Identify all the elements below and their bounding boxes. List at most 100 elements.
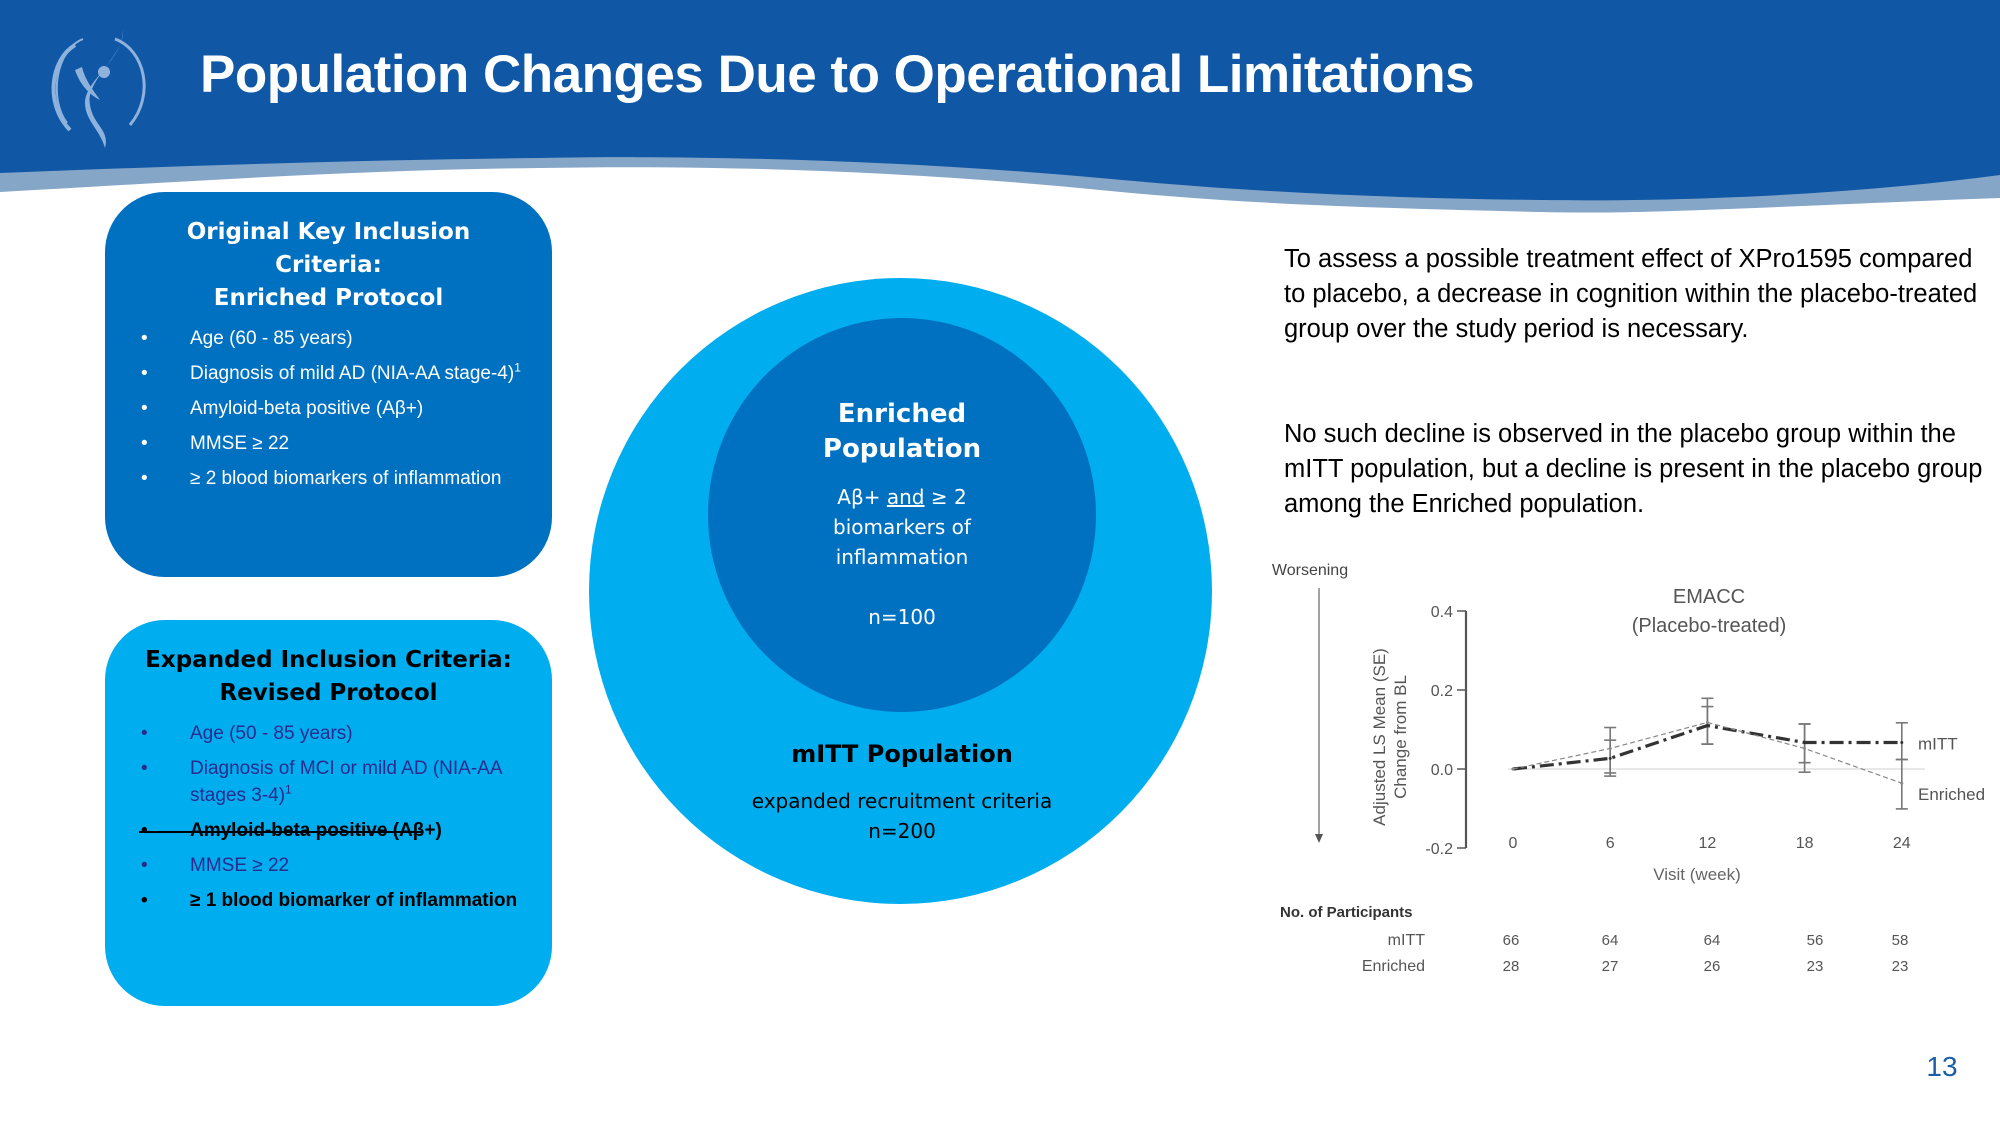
participants-count: 23	[1807, 958, 1824, 975]
enriched-criteria-line3: inflammation	[835, 545, 969, 569]
explanation-paragraph-2: No such decline is observed in the place…	[1284, 420, 1983, 518]
data-point-mitt	[1608, 756, 1612, 760]
expanded-criteria-title-line1: Expanded Inclusion Criteria:	[145, 647, 512, 673]
enriched-population-circle	[708, 318, 1096, 712]
participants-count: 66	[1503, 932, 1520, 949]
data-point-enriched	[1803, 746, 1807, 750]
x-tick-label: 24	[1893, 835, 1911, 852]
original-criteria-title-line2: Enriched Protocol	[213, 285, 444, 311]
participants-count: 56	[1807, 932, 1824, 949]
enriched-population-n: n=100	[868, 605, 936, 629]
data-point-enriched	[1511, 767, 1515, 771]
original-criteria-title: Original Key Inclusion Criteria: Enriche…	[133, 216, 524, 315]
participants-row-label: Enriched	[1362, 958, 1425, 975]
page-number: 13	[1926, 1051, 1958, 1082]
bullet-icon: •	[141, 723, 148, 744]
legend-label-mitt: mITT	[1918, 735, 1958, 754]
participants-count: 27	[1602, 958, 1619, 975]
criteria-item: • Amyloid-beta positive (Aβ+)	[133, 395, 524, 422]
criteria-item-text: ≥ 2 blood biomarkers of inflammation	[190, 468, 502, 489]
enriched-title-line2: Population	[822, 434, 982, 464]
series-line-mitt	[1512, 723, 1902, 771]
chart-title-line1: EMACC	[1673, 586, 1745, 608]
legend-label-enriched: Enriched	[1918, 785, 1985, 804]
y-tick-label: 0.2	[1431, 683, 1453, 700]
bullet-icon: •	[141, 855, 148, 876]
bullet-icon: •	[141, 433, 148, 454]
bullet-icon: •	[141, 820, 148, 841]
criteria-item-text: MMSE ≥ 22	[190, 433, 290, 454]
criteria-item: • Age (50 - 85 years)	[133, 720, 524, 747]
worsening-arrow-icon	[1315, 834, 1323, 843]
original-criteria-list: • Age (60 - 85 years) • Diagnosis of mild …	[133, 325, 524, 492]
bullet-icon: •	[141, 398, 148, 419]
enriched-criteria-line2: biomarkers of	[833, 515, 971, 539]
x-axis-label: Visit (week)	[1653, 865, 1741, 884]
expanded-criteria-list: • Age (50 - 85 years) • Diagnosis of MCI o…	[133, 720, 524, 914]
original-criteria-box: Original Key Inclusion Criteria: Enriche…	[105, 192, 552, 577]
slide-title: Population Changes Due to Operational Li…	[200, 45, 1475, 104]
participants-count: 64	[1704, 932, 1721, 949]
data-point-enriched	[1900, 781, 1904, 785]
original-criteria-title-line1: Original Key Inclusion Criteria:	[186, 219, 471, 278]
criteria-item-text: Diagnosis of MCI or mild AD (NIA-AA stag…	[190, 758, 502, 806]
bullet-icon: •	[141, 758, 148, 779]
footnote-ref: 1	[514, 360, 521, 375]
criteria-item-text: Amyloid-beta positive (Aβ+)	[190, 398, 424, 419]
enriched-criteria-suffix: ≥ 2	[924, 485, 967, 509]
footnote-ref: 1	[285, 782, 292, 797]
enriched-criteria-line1: Aβ+ and ≥ 2	[700, 482, 1104, 512]
criteria-item-text: MMSE ≥ 22	[190, 855, 290, 876]
x-tick-label: 6	[1606, 835, 1615, 852]
x-tick-label: 12	[1699, 835, 1717, 852]
y-axis-label-line1: Adjusted LS Mean (SE)	[1370, 648, 1389, 826]
criteria-item-text: Age (60 - 85 years)	[190, 328, 353, 349]
expanded-criteria-box: Expanded Inclusion Criteria: Revised Pro…	[105, 620, 552, 1006]
expanded-criteria-title: Expanded Inclusion Criteria: Revised Pro…	[133, 644, 524, 710]
y-tick-label: 0.0	[1431, 762, 1453, 779]
x-tick-label: 0	[1509, 835, 1518, 852]
criteria-item: • Diagnosis of mild AD (NIA-AA stage-4)1	[133, 360, 524, 387]
header-band	[0, 0, 2000, 213]
bullet-icon: •	[141, 890, 148, 911]
worsening-label: Worsening	[1272, 562, 1348, 579]
data-point-mitt	[1511, 767, 1515, 771]
criteria-item-text: Diagnosis of mild AD (NIA-AA stage-4)	[190, 363, 515, 384]
criteria-item-text: ≥ 1 blood biomarker of inflammation	[190, 890, 518, 911]
criteria-item-text: Amyloid-beta positive (Aβ+)	[190, 820, 442, 841]
expanded-criteria-title-line2: Revised Protocol	[219, 680, 438, 706]
chart-title-line2: (Placebo-treated)	[1632, 615, 1787, 637]
y-tick-label: -0.2	[1425, 841, 1453, 858]
participants-count: 64	[1602, 932, 1619, 949]
participants-count: 26	[1704, 958, 1721, 975]
participants-count: 23	[1892, 958, 1909, 975]
data-point-enriched	[1608, 746, 1612, 750]
mitt-description: expanded recruitment criteria	[751, 789, 1053, 813]
criteria-item: • ≥ 2 blood biomarkers of inflammation	[133, 465, 524, 492]
company-logo-icon	[51, 30, 146, 148]
mitt-population-n: n=200	[868, 819, 936, 843]
criteria-item-text: Age (50 - 85 years)	[190, 723, 353, 744]
bullet-icon: •	[141, 468, 148, 489]
enriched-criteria-and: and	[886, 485, 925, 509]
series-line-enriched	[1512, 721, 1903, 784]
enriched-population-title: Enriched Population	[700, 397, 1104, 467]
explanation-paragraph-1: To assess a possible treatment effect of…	[1284, 245, 1978, 343]
criteria-item: • MMSE ≥ 22	[133, 852, 524, 879]
header-band-main	[0, 0, 2000, 201]
participants-row-label: mITT	[1388, 932, 1426, 949]
criteria-item: • Diagnosis of MCI or mild AD (NIA-AA sta…	[133, 755, 524, 809]
bullet-icon: •	[141, 363, 148, 384]
y-axis-label-line2: Change from BL	[1391, 675, 1410, 799]
enriched-criteria-prefix: Aβ+	[837, 485, 887, 509]
bullet-icon: •	[141, 328, 148, 349]
enriched-title-line1: Enriched	[837, 399, 967, 429]
data-point-enriched	[1705, 720, 1709, 724]
data-point-mitt	[1900, 741, 1904, 745]
y-tick-label: 0.4	[1431, 604, 1453, 621]
data-point-mitt	[1705, 724, 1709, 728]
participants-heading: No. of Participants	[1280, 904, 1413, 921]
data-point-mitt	[1803, 741, 1807, 745]
mitt-population-details: expanded recruitment criteria n=200	[700, 786, 1104, 846]
x-tick-label: 18	[1796, 835, 1814, 852]
